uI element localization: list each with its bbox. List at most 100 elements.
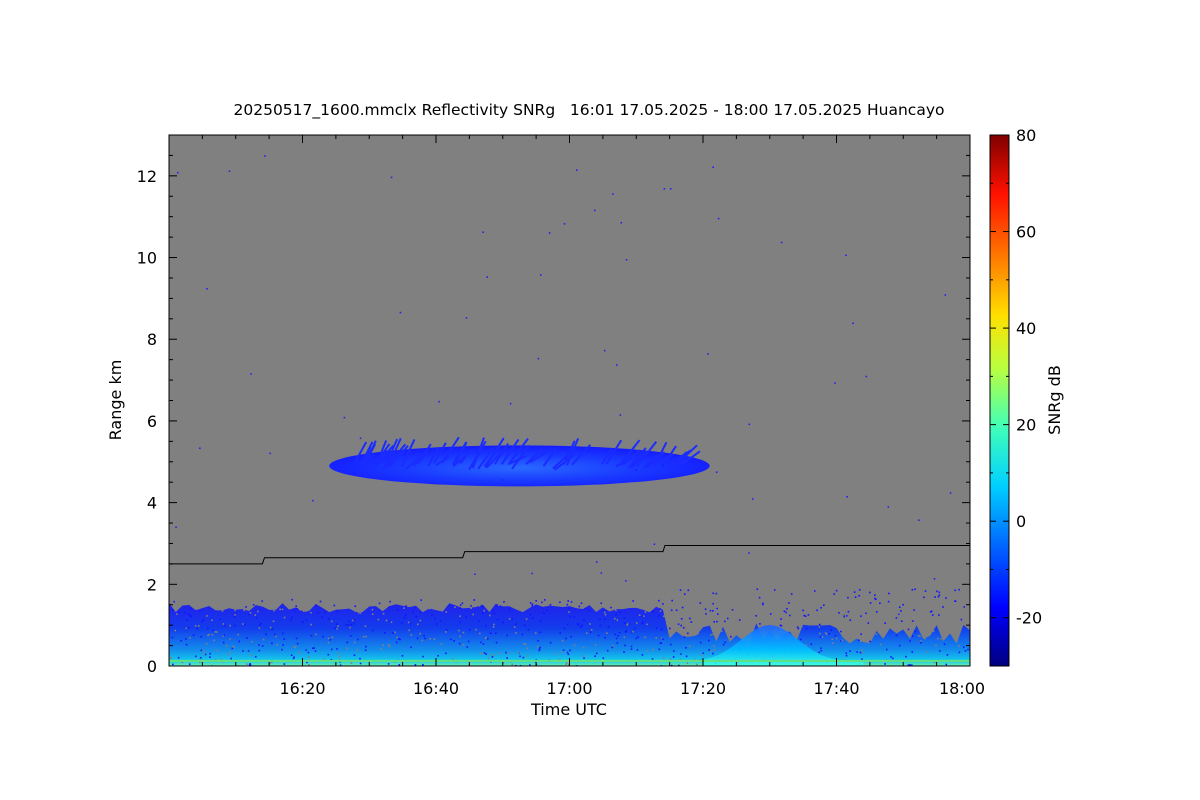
echo-speck	[914, 588, 916, 591]
echo-speck	[353, 623, 355, 625]
echo-speck	[815, 590, 818, 592]
echo-speck	[641, 654, 644, 656]
noise-pixel	[359, 437, 362, 439]
noise-pixel	[177, 171, 179, 174]
cloud-streak	[635, 441, 658, 468]
echo-speck	[658, 615, 660, 617]
echo-speck	[334, 627, 337, 630]
noise-pixel	[531, 572, 533, 575]
echo-speck	[506, 657, 508, 659]
echo-speck	[710, 616, 712, 619]
echo-speck	[538, 649, 541, 652]
echo-speck	[659, 642, 662, 645]
echo-speck	[910, 626, 912, 629]
echo-speck	[831, 612, 833, 614]
echo-speck	[525, 618, 528, 620]
echo-speck	[199, 657, 202, 659]
echo-speck	[934, 596, 936, 598]
echo-speck	[875, 598, 877, 601]
echo-speck	[867, 622, 870, 624]
echo-speck	[348, 620, 350, 623]
echo-speck	[887, 600, 890, 603]
echo-speck	[261, 645, 264, 647]
echo-speck	[260, 622, 262, 625]
echo-speck	[362, 635, 365, 638]
echo-speck	[758, 596, 761, 599]
echo-speck	[468, 628, 471, 631]
echo-speck	[589, 623, 591, 625]
echo-speck	[185, 643, 188, 646]
echo-speck	[486, 637, 489, 640]
noise-pixel	[269, 452, 271, 455]
cloud-streak	[353, 441, 368, 465]
echo-speck	[353, 654, 356, 657]
echo-speck	[526, 647, 529, 650]
echo-speck	[624, 631, 627, 633]
echo-speck	[762, 602, 764, 605]
y-tick-label: 2	[147, 575, 157, 594]
echo-speck	[246, 637, 248, 639]
echo-speck	[715, 606, 718, 608]
echo-speck	[924, 637, 926, 640]
echo-speck	[565, 662, 568, 664]
echo-speck	[623, 651, 625, 653]
echo-speck	[248, 613, 251, 616]
noise-pixel	[540, 274, 542, 276]
echo-speck	[635, 622, 638, 624]
echo-speck	[283, 663, 286, 665]
echo-speck	[936, 590, 938, 593]
echo-speck	[347, 624, 350, 626]
echo-speck	[847, 610, 850, 613]
echo-speck	[732, 610, 734, 613]
echo-speck	[623, 617, 626, 619]
cloud-streak	[370, 452, 391, 464]
noise-pixel	[845, 254, 847, 257]
echo-speck	[726, 617, 729, 620]
echo-speck	[194, 625, 197, 627]
echo-speck	[290, 654, 293, 656]
echo-speck	[842, 605, 844, 608]
echo-speck	[521, 633, 524, 636]
echo-speck	[577, 623, 580, 626]
echo-speck	[203, 650, 205, 652]
echo-speck	[709, 634, 712, 636]
echo-speck	[271, 628, 274, 631]
echo-speck	[180, 600, 182, 602]
echo-speck	[823, 604, 825, 607]
noise-pixel	[780, 241, 783, 244]
echo-speck	[943, 643, 946, 646]
cloud-streak	[483, 445, 502, 467]
cloud-streak	[359, 446, 372, 465]
echo-speck	[229, 624, 231, 627]
echo-speck	[478, 632, 481, 635]
echo-speck	[833, 593, 836, 595]
echo-speck	[726, 613, 729, 616]
echo-speck	[398, 638, 400, 640]
echo-speck	[337, 652, 340, 654]
echo-speck	[283, 638, 286, 640]
echo-speck	[265, 633, 267, 636]
echo-speck	[233, 624, 236, 627]
echo-speck	[914, 630, 917, 633]
x-tick-label: 18:00	[939, 679, 985, 698]
echo-speck	[212, 629, 214, 632]
echo-speck	[658, 607, 661, 609]
echo-speck	[604, 636, 607, 639]
cloud-streak	[452, 455, 466, 467]
echo-speck	[694, 658, 696, 661]
echo-speck	[535, 600, 537, 602]
noise-pixel	[312, 499, 314, 502]
echo-speck	[563, 627, 566, 630]
echo-speck	[834, 634, 837, 637]
cloud-streak	[646, 451, 666, 469]
echo-speck	[660, 628, 663, 631]
echo-speck	[436, 623, 438, 625]
echo-speck	[716, 620, 718, 623]
noise-pixel	[751, 498, 754, 500]
echo-speck	[582, 655, 584, 657]
echo-speck	[498, 652, 501, 654]
echo-speck	[492, 626, 495, 628]
echo-speck	[796, 603, 799, 605]
echo-speck	[459, 604, 462, 606]
echo-speck	[751, 597, 754, 600]
